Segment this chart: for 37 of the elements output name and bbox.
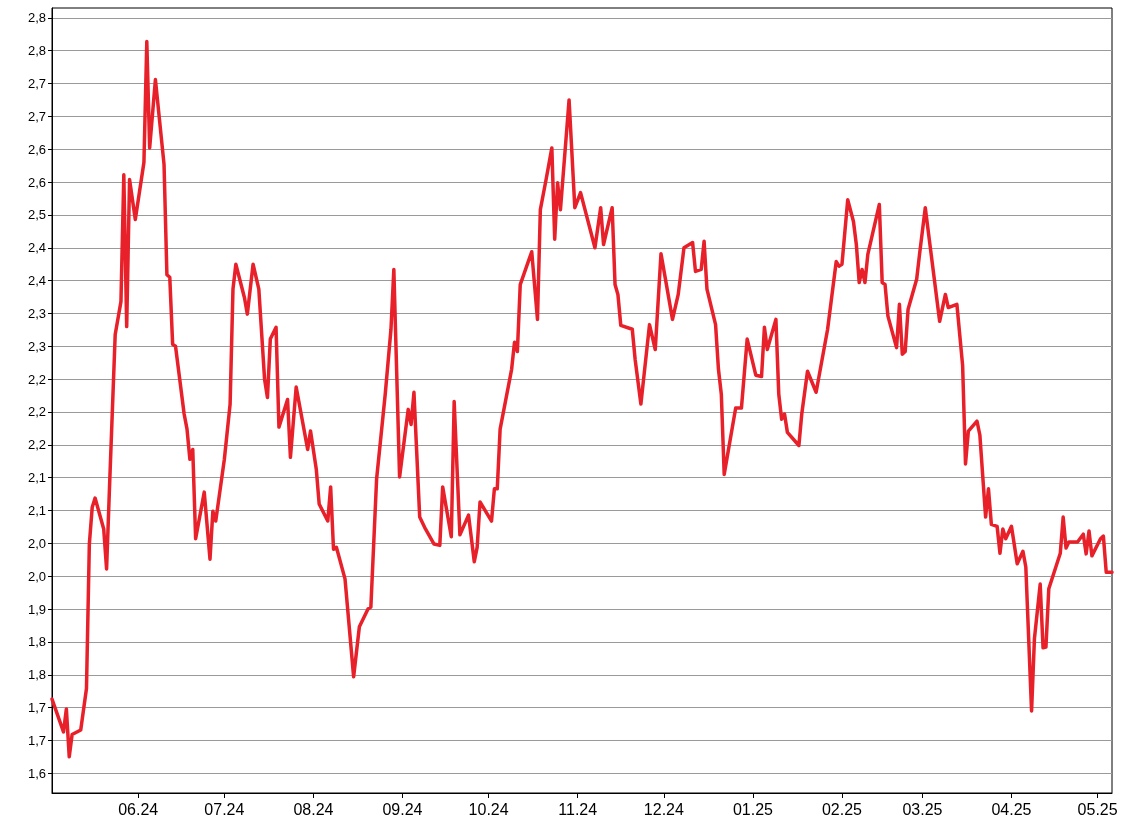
y-tick-label: 1,9	[27, 601, 46, 617]
y-tick-label: 2,6	[27, 174, 46, 190]
x-tick-label: 02.25	[821, 800, 863, 818]
y-tick-label: 2,1	[27, 503, 46, 519]
x-tick-label: 10.24	[468, 800, 509, 818]
y-tick-label: 2,7	[27, 108, 46, 124]
x-tick-label: 06.24	[118, 800, 159, 818]
y-tick-label: 2,5	[27, 207, 46, 223]
x-tick-label: 03.25	[902, 800, 943, 818]
x-tick-label: 07.24	[204, 800, 245, 818]
x-tick-label: 04.25	[991, 800, 1032, 818]
y-tick-label: 2,4	[27, 240, 46, 256]
y-tick-label: 2,3	[27, 338, 46, 354]
x-tick-label: 01.25	[732, 800, 774, 818]
y-tick-label: 2,2	[27, 404, 46, 420]
y-tick-label: 2,8	[27, 43, 46, 59]
y-tick-label: 2,6	[27, 141, 46, 157]
y-tick-label: 2,1	[27, 470, 46, 486]
y-tick-label: 2,2	[27, 437, 46, 453]
x-tick-label: 05.25	[1077, 800, 1118, 818]
x-tick-label: 11.24	[558, 800, 598, 818]
y-tick-label: 1,6	[27, 765, 46, 781]
line-series	[50, 39, 1114, 759]
y-tick-label: 1,7	[27, 732, 46, 748]
y-tick-label: 2,2	[27, 371, 46, 387]
x-tick-label: 12.24	[643, 800, 684, 818]
y-tick-label: 1,7	[27, 700, 46, 716]
y-tick-label: 2,4	[27, 273, 46, 289]
x-tick-label: 09.24	[382, 800, 423, 818]
y-tick-label: 2,8	[27, 10, 46, 26]
y-tick-label: 2,0	[27, 568, 46, 584]
y-tick-label: 2,7	[27, 76, 46, 92]
x-tick-label: 08.24	[293, 800, 334, 818]
y-tick-label: 1,8	[27, 634, 46, 650]
y-tick-label: 2,0	[27, 535, 46, 551]
y-tick-label: 1,8	[27, 667, 46, 683]
y-tick-label: 2,3	[27, 305, 46, 321]
